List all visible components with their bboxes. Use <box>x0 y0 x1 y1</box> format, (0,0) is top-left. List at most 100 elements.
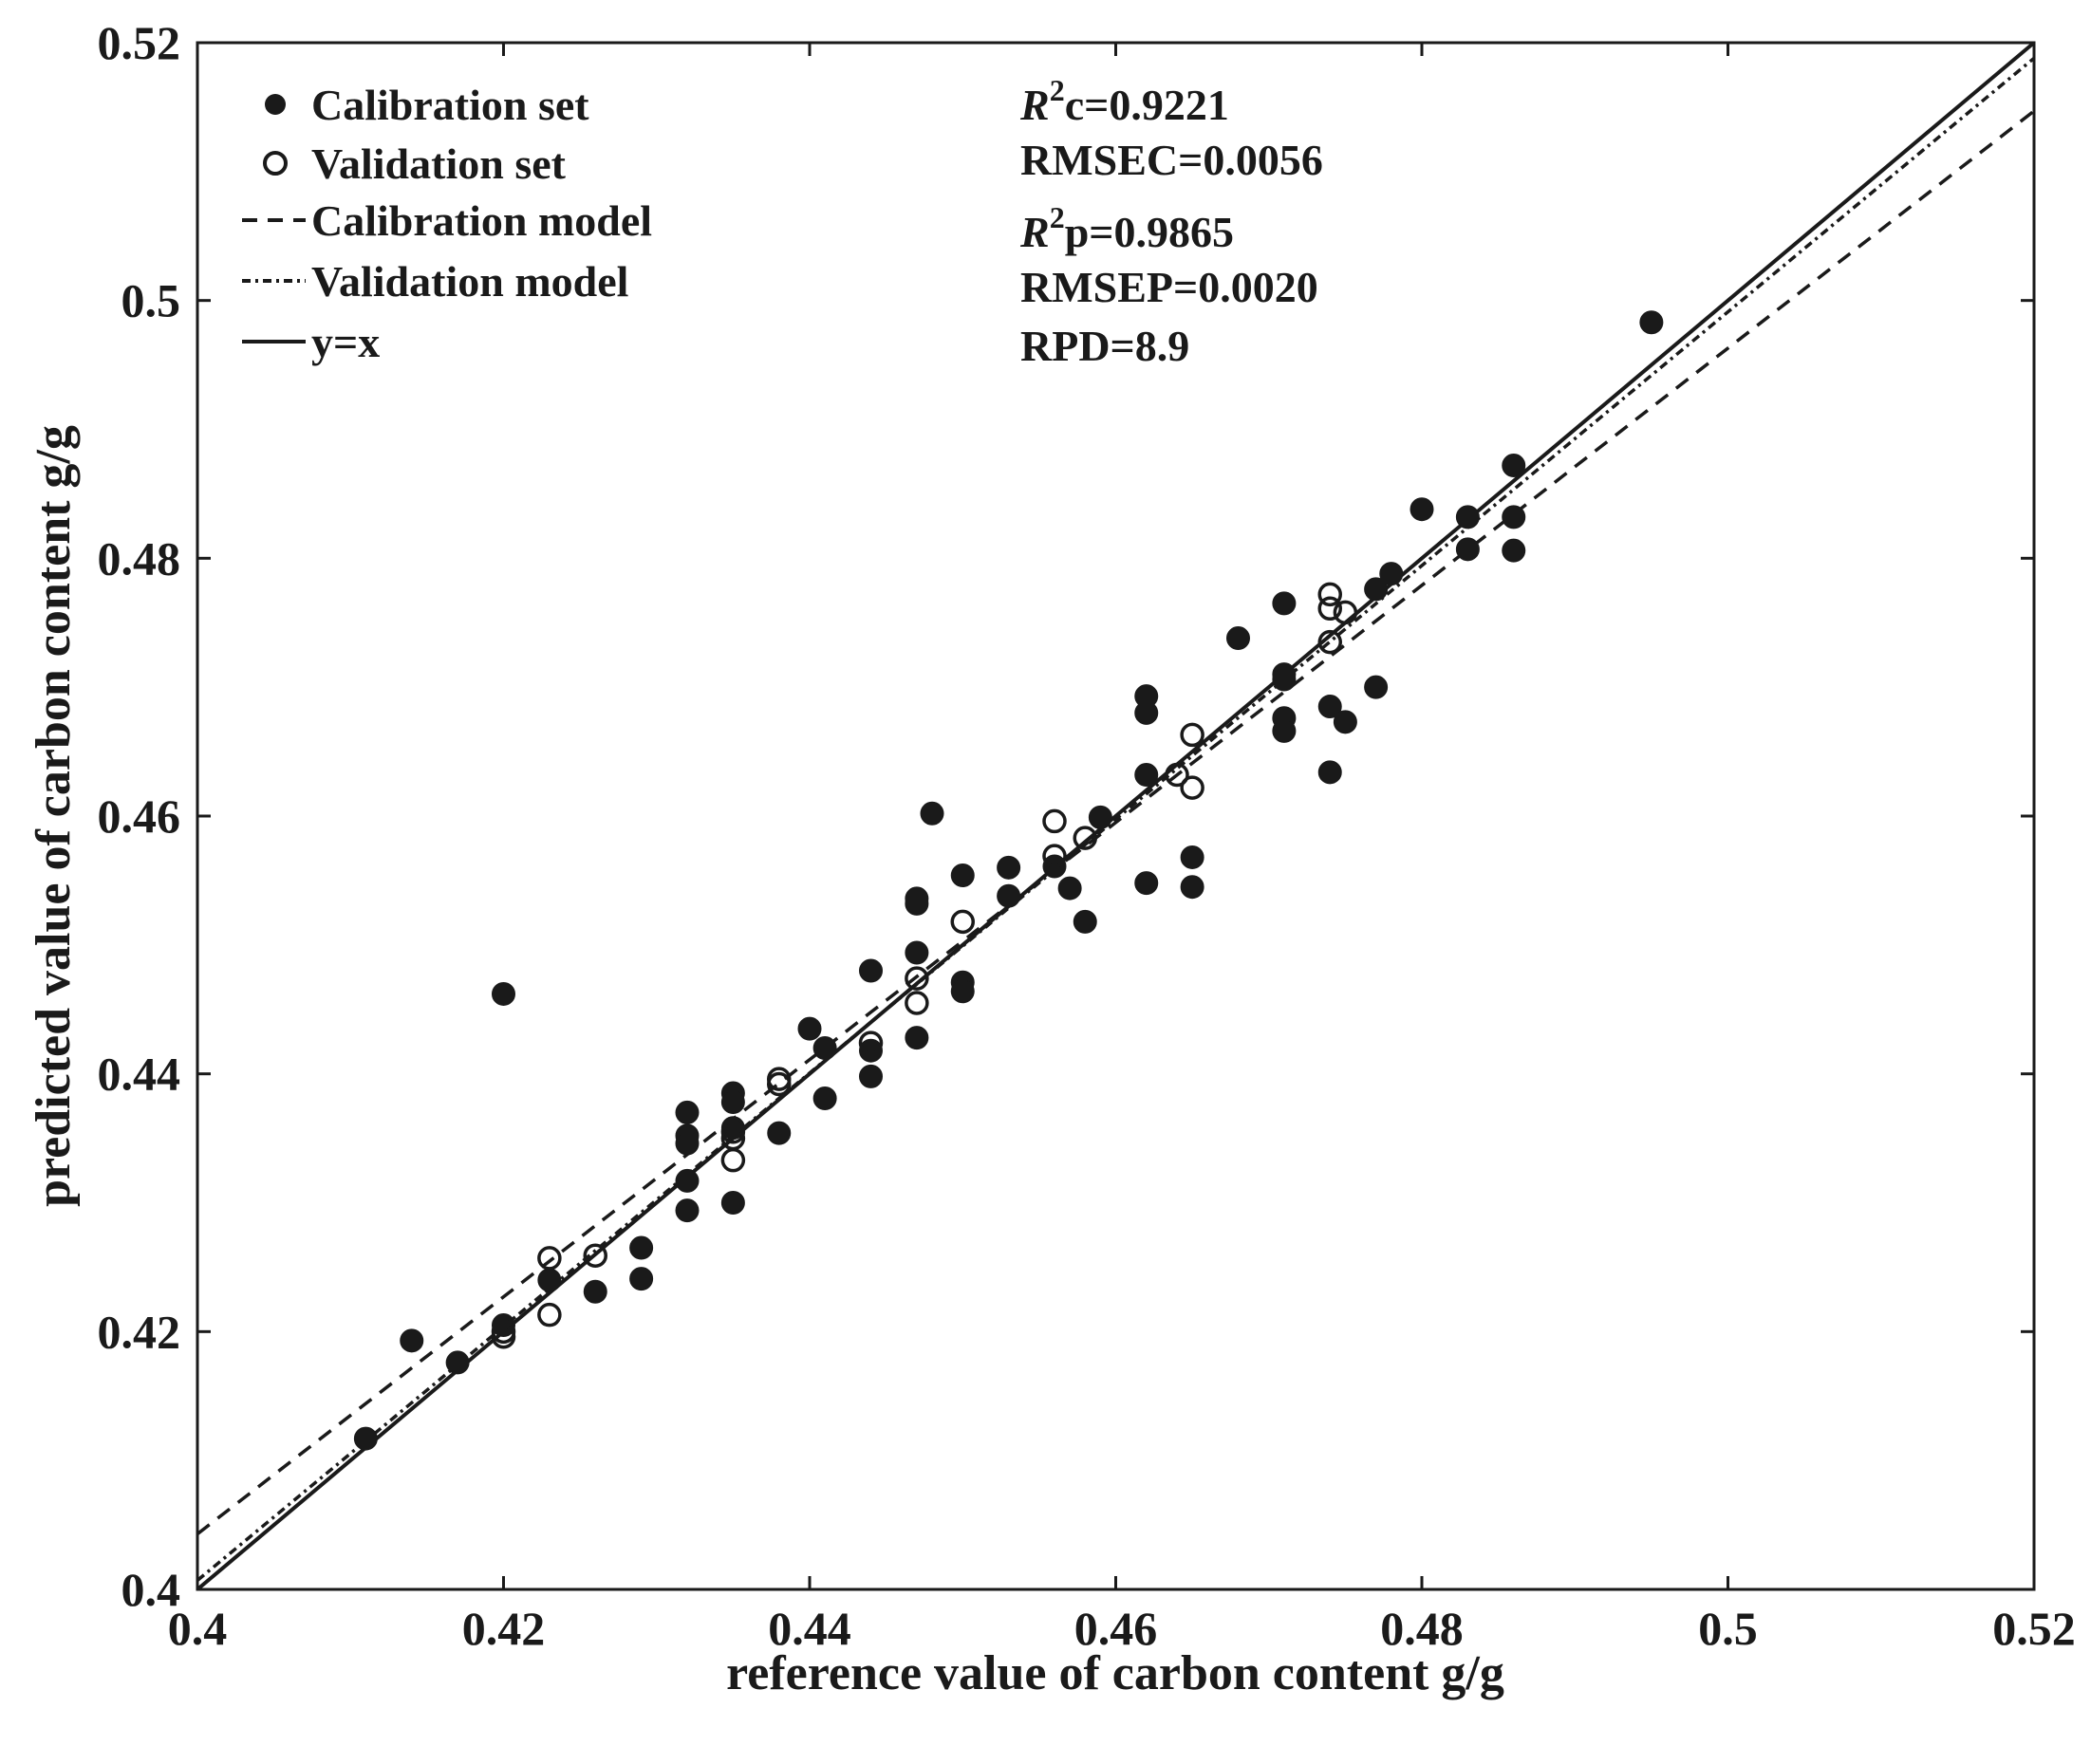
calibration-point <box>1057 876 1082 901</box>
calibration-point <box>812 1036 837 1060</box>
legend-calibration-label: Calibration set <box>311 81 589 129</box>
calibration-point <box>1502 454 1526 478</box>
legend-validation-label: Validation set <box>311 139 567 188</box>
x-tick-label: 0.42 <box>462 1602 546 1655</box>
calibration-point <box>1180 845 1204 869</box>
calibration-point <box>675 1198 700 1223</box>
calibration-point <box>997 855 1021 880</box>
calibration-point <box>1410 497 1434 522</box>
calibration-point <box>1317 695 1342 719</box>
stat-rmsep: RMSEP=0.0020 <box>1020 263 1318 311</box>
stat-r2c-value: c=0.9221 <box>1065 81 1229 129</box>
calibration-point <box>859 958 883 983</box>
calibration-point <box>1272 718 1297 743</box>
validation-point <box>1333 600 1358 625</box>
calibration-point <box>1379 562 1404 586</box>
x-tick-label: 0.52 <box>1992 1602 2076 1655</box>
calibration-point <box>629 1235 654 1260</box>
calibration-point <box>720 1090 745 1115</box>
calibration-point <box>1088 805 1112 829</box>
validation-point <box>1180 722 1204 748</box>
stat-r2c-sup: 2 <box>1050 73 1065 107</box>
calibration-point <box>1134 763 1159 788</box>
calibration-point <box>1364 675 1389 699</box>
calibration-point <box>859 1038 883 1063</box>
legend-calibration-model-label: Calibration model <box>311 196 652 245</box>
validation-point <box>720 1147 746 1173</box>
calibration-point <box>1073 909 1097 934</box>
legend-calibration-marker <box>265 94 286 115</box>
calibration-point <box>1272 667 1297 692</box>
calibration-point <box>950 979 975 1004</box>
y-tick-label: 0.42 <box>98 1305 181 1358</box>
calibration-point <box>1317 760 1342 785</box>
calibration-point <box>1226 626 1250 651</box>
calibration-point <box>859 1064 883 1088</box>
stat-r2p: R2p=0.9865 <box>1019 200 1234 256</box>
x-tick-label: 0.46 <box>1074 1602 1158 1655</box>
validation-point <box>905 966 929 991</box>
validation-point <box>1042 808 1067 834</box>
calibration-point <box>1180 875 1204 900</box>
y-tick-label: 0.48 <box>98 531 181 585</box>
calibration-point <box>1333 710 1357 734</box>
calibration-point <box>950 863 975 887</box>
stat-r2p-sup: 2 <box>1050 200 1065 234</box>
validation-point <box>1180 775 1204 800</box>
axis-ticks: 0.4 0.42 0.44 0.46 0.48 0.5 0.520.40.420.440.4… <box>98 16 2076 1655</box>
model-line-dashed <box>196 109 2036 1535</box>
data-points <box>353 310 1664 1451</box>
calibration-point <box>812 1086 837 1110</box>
validation-point <box>1317 596 1342 622</box>
y-tick-label: 0.4 <box>121 1563 181 1616</box>
calibration-point <box>492 981 515 1006</box>
validation-point <box>1073 826 1097 850</box>
calibration-point <box>537 1268 562 1292</box>
validation-point <box>905 991 929 1015</box>
calibration-point <box>1639 310 1664 335</box>
calibration-point <box>905 891 929 916</box>
y-tick-label: 0.44 <box>98 1048 181 1101</box>
y-axis-label: predicted value of carbon content g/g <box>27 425 81 1207</box>
validation-point <box>950 909 975 935</box>
validation-point <box>583 1243 607 1268</box>
legend-validation-marker <box>263 151 288 176</box>
x-tick-label: 0.48 <box>1380 1602 1464 1655</box>
y-tick-label: 0.52 <box>98 16 181 69</box>
calibration-point <box>720 1191 745 1215</box>
stat-r2c-symbol: R <box>1019 81 1050 129</box>
validation-point <box>720 1120 746 1144</box>
x-axis-label: reference value of carbon content g/g <box>726 1646 1504 1700</box>
calibration-point <box>583 1279 607 1304</box>
calibration-point <box>767 1121 792 1145</box>
validation-point <box>537 1246 562 1271</box>
calibration-point <box>400 1328 424 1353</box>
stat-r2p-symbol: R <box>1019 208 1050 256</box>
statistics-box: R2c=0.9221 RMSEC=0.0056 R2p=0.9865 RMSEP… <box>1019 73 1323 370</box>
calibration-point <box>445 1350 470 1375</box>
x-tick-label: 0.4 <box>168 1602 228 1655</box>
y-tick-label: 0.5 <box>121 274 181 327</box>
calibration-point <box>1455 505 1480 529</box>
y-tick-label: 0.46 <box>98 789 181 843</box>
calibration-point <box>1364 577 1389 602</box>
calibration-point <box>675 1131 700 1156</box>
calibration-point <box>997 883 1021 908</box>
x-tick-label: 0.44 <box>768 1602 851 1655</box>
calibration-point <box>905 1026 929 1050</box>
calibration-point <box>920 801 944 826</box>
validation-point <box>1317 582 1342 607</box>
calibration-point <box>1134 871 1159 896</box>
calibration-point <box>675 1168 700 1193</box>
validation-point <box>491 1325 516 1349</box>
validation-point <box>1165 762 1189 788</box>
x-tick-label: 0.5 <box>1698 1602 1758 1655</box>
calibration-point <box>905 940 929 965</box>
stat-r2p-value: p=0.9865 <box>1065 208 1234 256</box>
legend: Calibration set Validation set Calibrati… <box>242 81 652 366</box>
validation-point <box>1317 629 1342 655</box>
calibration-point <box>629 1267 654 1291</box>
validation-point <box>1042 844 1067 868</box>
validation-point <box>537 1302 562 1328</box>
